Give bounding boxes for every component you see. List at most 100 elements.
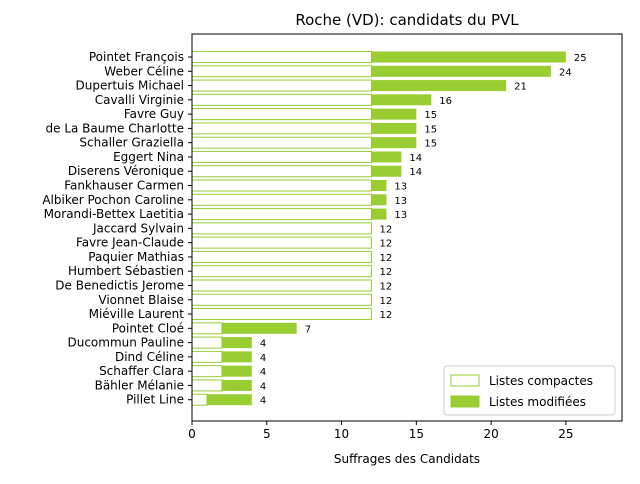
value-label: 14	[409, 153, 422, 164]
category-label: Bähler Mélanie	[95, 378, 184, 392]
bar-compact	[191, 79, 372, 92]
value-label: 12	[379, 281, 392, 292]
bar-modified	[221, 337, 252, 349]
bar-modified	[371, 80, 507, 92]
x-tick-label: 15	[409, 427, 424, 441]
bar-compact	[191, 379, 223, 392]
bar-compact	[191, 51, 372, 63]
value-label: 13	[394, 196, 407, 207]
bar-modified	[371, 65, 551, 77]
value-labels: 2524211615151514141313131212121212121274…	[260, 53, 587, 407]
bar-modified	[206, 394, 252, 406]
category-label: Jaccard Sylvain	[92, 221, 184, 235]
category-label: Humbert Sébastien	[68, 264, 184, 278]
value-label: 4	[260, 339, 266, 350]
bar-compact	[191, 393, 208, 406]
legend-label: Listes modifiées	[489, 395, 586, 409]
bar-compact	[191, 93, 372, 106]
bar-modified	[371, 108, 417, 120]
chart-title: Roche (VD): candidats du PVL	[295, 11, 519, 29]
value-label: 24	[559, 67, 572, 78]
bar-modified	[371, 151, 402, 163]
category-label: Favre Jean-Claude	[76, 236, 184, 250]
bar-modified	[371, 194, 387, 206]
category-label: de La Baume Charlotte	[46, 121, 185, 135]
value-label: 12	[379, 239, 392, 250]
bar-modified	[371, 51, 566, 63]
bar-modified	[371, 165, 402, 177]
value-label: 25	[574, 53, 587, 64]
value-label: 12	[379, 296, 392, 307]
bar-compact	[191, 350, 223, 363]
value-label: 12	[379, 224, 392, 235]
category-label: De Benedictis Jerome	[55, 278, 184, 292]
bar-compact	[191, 236, 372, 249]
value-label: 15	[424, 110, 437, 121]
legend-swatch	[450, 395, 480, 408]
value-label: 16	[439, 96, 452, 107]
category-label: Vionnet Blaise	[98, 293, 184, 307]
bar-modified	[371, 137, 417, 149]
legend-box	[443, 365, 616, 416]
bar-modified	[221, 365, 252, 377]
x-tick-label: 20	[483, 427, 498, 441]
x-axis-label: Suffrages des Candidats	[334, 452, 480, 466]
x-tick-label: 25	[558, 427, 573, 441]
category-label: Morandi-Bettex Laetitia	[44, 207, 184, 221]
category-label: Eggert Nina	[113, 150, 184, 164]
value-label: 13	[394, 210, 407, 221]
bar-compact	[191, 150, 372, 163]
bar-compact	[191, 208, 372, 221]
value-label: 7	[305, 324, 311, 335]
category-label: Dind Céline	[115, 350, 184, 364]
category-label: Pillet Line	[126, 393, 184, 407]
category-label: Weber Céline	[104, 64, 184, 78]
value-label: 14	[409, 167, 422, 178]
bar-modified	[221, 351, 252, 363]
category-label: Ducommun Pauline	[67, 336, 184, 350]
value-label: 12	[379, 310, 392, 321]
category-label: Dupertuis Michael	[76, 79, 184, 93]
bar-compact	[191, 122, 372, 135]
bar-modified	[371, 94, 432, 106]
bar-compact	[191, 108, 372, 121]
value-label: 4	[260, 396, 266, 407]
bar-compact	[191, 265, 372, 278]
category-label: Fankhauser Carmen	[64, 179, 184, 193]
x-tick-label: 5	[263, 427, 271, 441]
category-label: Pointet Cloé	[112, 321, 184, 335]
bar-compact	[191, 165, 372, 178]
bar-compact	[191, 250, 372, 263]
bar-compact	[191, 308, 372, 321]
value-label: 15	[424, 139, 437, 150]
value-label: 15	[424, 124, 437, 135]
value-label: 12	[379, 267, 392, 278]
value-label: 12	[379, 253, 392, 264]
category-label: Pointet François	[89, 50, 184, 64]
bar-compact	[191, 193, 372, 206]
legend-label: Listes compactes	[489, 374, 593, 388]
x-axis: 0 5 10 15 20 25	[188, 421, 574, 441]
bar-modified	[371, 122, 417, 134]
category-label: Favre Guy	[124, 107, 184, 121]
bar-compact	[191, 322, 223, 335]
bar-modified	[221, 379, 252, 391]
category-label: Albiker Pochon Caroline	[42, 193, 184, 207]
category-label: Schaller Graziella	[79, 136, 184, 150]
x-tick-label: 0	[188, 427, 196, 441]
legend: Listes compactes Listes modifiées	[443, 365, 616, 416]
value-label: 4	[260, 367, 266, 378]
bar-compact	[191, 279, 372, 292]
bar-compact	[191, 136, 372, 149]
value-label: 21	[514, 82, 527, 93]
x-tick-label: 10	[334, 427, 349, 441]
category-label: Schaffer Clara	[99, 364, 184, 378]
value-label: 4	[260, 381, 266, 392]
category-label: Cavalli Virginie	[95, 93, 184, 107]
category-label: Diserens Véronique	[68, 164, 184, 178]
bar-modified	[371, 208, 387, 220]
value-label: 4	[260, 353, 266, 364]
legend-swatch	[450, 374, 480, 387]
plot-frame	[191, 33, 623, 422]
